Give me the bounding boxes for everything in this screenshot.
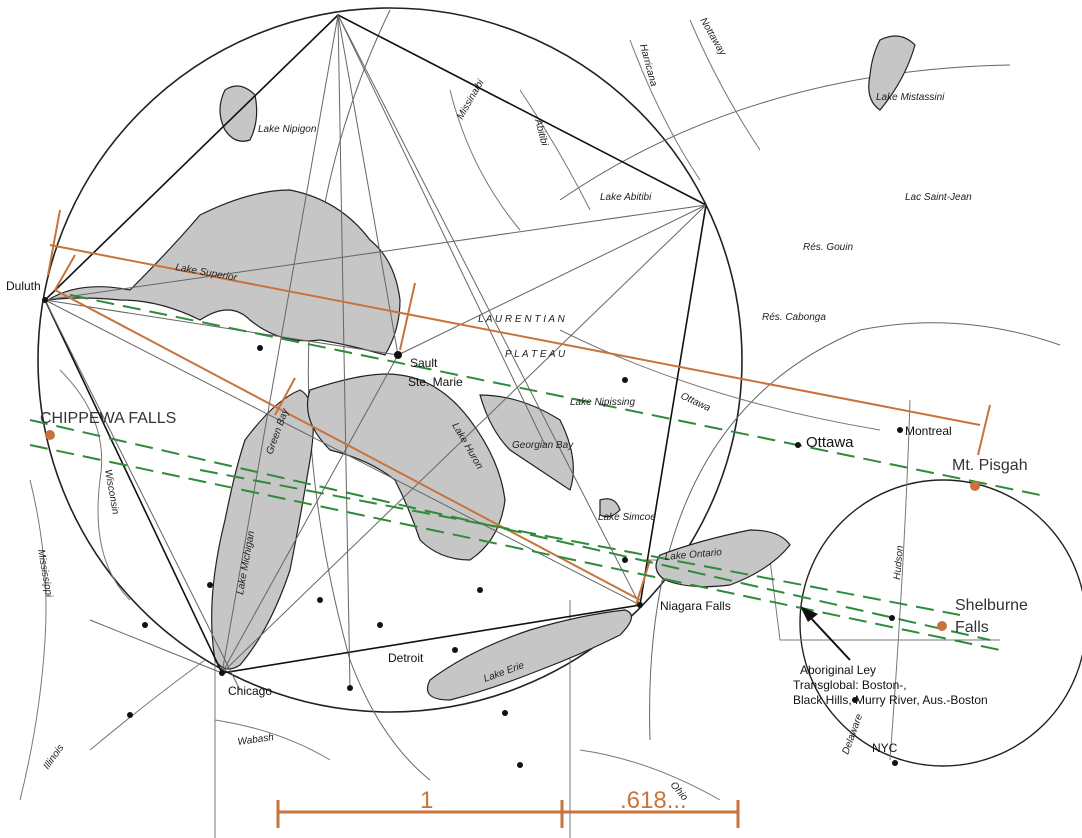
geometry-lines (44, 14, 707, 691)
scale-phi-label: .618... (620, 787, 687, 814)
site-chippewa-falls: CHIPPEWA FALLS (40, 410, 176, 427)
site-shelburne-line1: Shelburne (955, 597, 1028, 614)
label-lake-nipissing: Lake Nipissing (570, 397, 635, 408)
river-nottaway (689, 19, 761, 151)
city-ste-marie: Ste. Marie (408, 375, 463, 389)
arc-northeast (559, 64, 1011, 201)
annotation-arrow (800, 606, 851, 661)
arc-west (307, 9, 431, 781)
annotation-line3: Black Hills, Murry River, Aus.-Boston (793, 693, 988, 707)
river-abitibi (519, 89, 591, 211)
river-missinaibi (449, 89, 521, 231)
city-duluth: Duluth (6, 279, 41, 293)
label-wabash: Wabash (237, 732, 275, 748)
river-wabash (214, 719, 331, 761)
city-sault: Sault (410, 356, 438, 370)
label-lake-abitibi: Lake Abitibi (600, 192, 652, 203)
annotation-line2: Transglobal: Boston-, (793, 678, 907, 692)
lake-erie (426, 609, 632, 701)
river-mississippi (19, 479, 47, 801)
label-nottaway: Nottaway (697, 16, 728, 58)
enclosing-circle (37, 7, 743, 713)
orange-alignments (47, 209, 991, 606)
city-niagara: Niagara Falls (660, 599, 731, 613)
hudson-circle (799, 479, 1082, 767)
annotation-line1: Aboriginal Ley (800, 663, 876, 677)
city-montreal: Montreal (905, 424, 952, 438)
label-lake-ontario: Lake Ontario (664, 547, 722, 563)
label-ottawa-river: Ottawa (679, 391, 713, 415)
city-ottawa: Ottawa (806, 434, 854, 451)
label-wisconsin: Wisconsin (102, 469, 121, 516)
golden-ratio-scale: 1 .618... (276, 787, 740, 828)
label-lake-nipigon: Lake Nipigon (258, 124, 317, 135)
label-lake-simcoe: Lake Simcoe (598, 512, 656, 523)
label-laurentian: L A U R E N T I A N (478, 314, 565, 325)
label-lac-saint-jean: Lac Saint-Jean (905, 192, 972, 203)
arc-east (649, 322, 1061, 741)
city-nyc: NYC (872, 741, 898, 755)
label-mississippi: Mississippi (35, 549, 54, 599)
river-harricana (629, 39, 701, 181)
site-mt-pisgah: Mt. Pisgah (952, 457, 1028, 474)
city-dots (42, 297, 903, 768)
green-ley-lines (29, 294, 1041, 651)
label-abitibi: Abitibi (532, 117, 550, 148)
river-hudson (889, 399, 911, 761)
lake-huron (306, 373, 574, 561)
label-res-cabonga: Rés. Cabonga (762, 312, 826, 323)
lake-superior (47, 189, 401, 356)
label-georgian-bay: Georgian Bay (512, 440, 574, 451)
lake-nipigon (219, 85, 258, 142)
label-plateau: P L A T E A U (505, 349, 566, 360)
lake-simcoe (599, 498, 621, 518)
city-detroit: Detroit (388, 651, 424, 665)
city-chicago: Chicago (228, 684, 272, 698)
lake-michigan (211, 389, 314, 670)
site-shelburne-line2: Falls (955, 619, 989, 636)
river-ohio (579, 749, 721, 801)
scale-one-label: 1 (420, 787, 433, 814)
label-res-gouin: Rés. Gouin (803, 242, 853, 253)
mt-pisgah-dot (970, 481, 980, 491)
shelburne-falls-dot (937, 621, 947, 631)
chippewa-falls-dot (45, 430, 55, 440)
label-delaware: Delaware (840, 712, 865, 756)
river-illinois (89, 659, 206, 751)
label-hudson: Hudson (892, 545, 906, 581)
label-lake-mistassini: Lake Mistassini (876, 92, 945, 103)
lake-mistassini (868, 35, 916, 111)
label-illinois: Illinois (41, 743, 66, 772)
river-wisconsin (59, 369, 131, 601)
river-ottawa (559, 329, 881, 431)
